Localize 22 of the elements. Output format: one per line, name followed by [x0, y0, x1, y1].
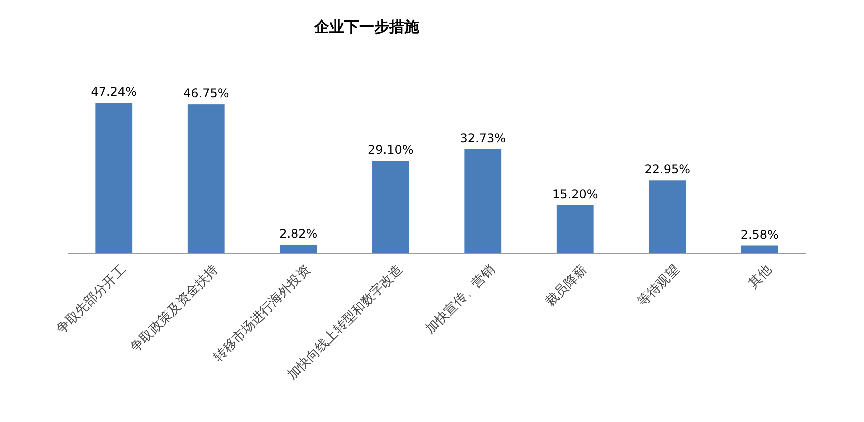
data-label: 29.10% — [368, 142, 414, 157]
data-label: 2.58% — [740, 228, 779, 242]
bar — [649, 180, 686, 254]
data-label: 46.75% — [183, 86, 230, 101]
x-tick-label: 争取先部分开工 — [54, 262, 130, 338]
bar — [96, 103, 133, 254]
bar — [556, 205, 594, 254]
x-tick-label: 加快宣传、营销 — [422, 262, 498, 338]
x-tick-label: 等待观望 — [635, 262, 683, 310]
data-label: 47.24% — [91, 85, 138, 99]
bar — [188, 104, 225, 254]
bar — [372, 160, 410, 254]
bar — [280, 244, 318, 254]
data-label: 15.20% — [552, 187, 598, 202]
chart-title: 企业下一步措施 — [314, 18, 420, 36]
x-tick-label: 裁员降薪 — [543, 262, 591, 310]
bar — [464, 149, 502, 254]
x-tick-label: 其他 — [746, 262, 776, 292]
data-label: 22.95% — [644, 162, 691, 177]
data-label: 2.82% — [280, 226, 318, 241]
data-label: 32.73% — [460, 131, 506, 146]
bar — [741, 246, 778, 254]
